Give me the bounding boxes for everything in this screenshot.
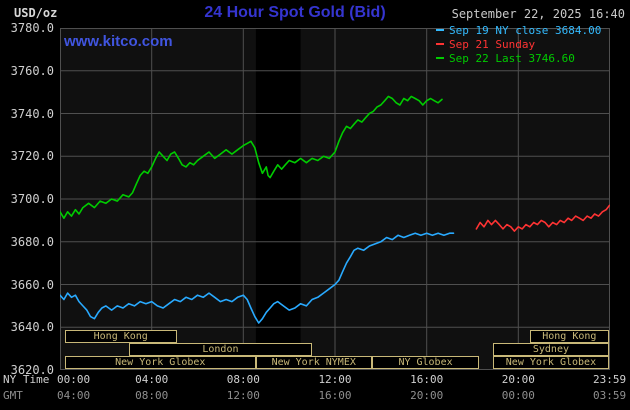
session-box: New York Globex (493, 356, 609, 369)
legend-dash-icon (436, 43, 444, 45)
gmt-tick-label: 00:00 (501, 389, 535, 402)
x-axis-ny-time: NY Time 00:00 04:00 08:00 12:00 16:00 20:00 23… (0, 373, 630, 387)
x-axis-gmt: GMT 04:00 08:00 12:00 16:00 20:00 00:00 03:59 (0, 389, 630, 403)
y-tick-label: 3720.0 (10, 149, 54, 164)
gmt-tick-label: 03:59 (592, 389, 627, 402)
session-box: New York NYMEX (255, 356, 372, 369)
session-box: London (128, 343, 313, 356)
legend-dash-icon (436, 29, 444, 31)
ny-tick-label: 23:59 (592, 373, 627, 386)
legend-item: Sep 21 Sunday (436, 37, 601, 51)
session-box: NY Globex (371, 356, 480, 369)
y-tick-label: 3680.0 (10, 234, 54, 249)
y-tick-label: 3740.0 (10, 106, 54, 121)
gmt-tick-label: 08:00 (135, 389, 169, 402)
y-tick-label: 3700.0 (10, 192, 54, 206)
plot-area: Hong Kong Hong Kong London Sydney New York G… (60, 28, 610, 370)
gmt-tick-label: 20:00 (410, 389, 444, 402)
y-tick-label: 3640.0 (10, 320, 54, 335)
session-box: Hong Kong (64, 330, 177, 343)
gmt-axis-label: GMT (3, 389, 23, 402)
gmt-tick-label: 16:00 (318, 389, 352, 402)
ny-tick-label: 16:00 (410, 373, 444, 386)
kitco-watermark-link[interactable]: www.kitco.com (64, 33, 173, 50)
session-box: Sydney (493, 343, 609, 356)
legend-label: Sep 21 Sunday (449, 37, 536, 51)
price-chart (60, 28, 610, 370)
legend: Sep 19 NY close 3684.00 Sep 21 Sunday Sep … (436, 23, 601, 65)
y-tick-label: 3760.0 (10, 63, 54, 78)
ny-tick-label: 20:00 (501, 373, 535, 386)
chart-title: 24 Hour Spot Gold (Bid) (204, 4, 386, 21)
legend-item: Sep 19 NY close 3684.00 (436, 23, 601, 37)
ny-tick-label: 12:00 (318, 373, 352, 386)
ny-tick-label: 08:00 (226, 373, 260, 386)
legend-dash-icon (436, 57, 444, 59)
y-tick-label: 3620.0 (10, 363, 54, 377)
unit-label: USD/oz (14, 6, 58, 20)
date-time-label: September 22, 2025 16:40 (451, 7, 625, 21)
gmt-tick-label: 04:00 (57, 389, 91, 402)
y-tick-label: 3660.0 (10, 277, 54, 292)
gmt-tick-label: 12:00 (226, 389, 260, 402)
session-box: Hong Kong (529, 330, 609, 343)
legend-label: Sep 22 Last 3746.60 (449, 51, 575, 65)
legend-item: Sep 22 Last 3746.60 (436, 51, 601, 65)
y-tick-label: 3780.0 (10, 21, 54, 35)
session-box: New York Globex (64, 356, 256, 369)
ny-tick-label: 00:00 (57, 373, 91, 386)
ny-time-axis-label: NY Time (3, 373, 50, 386)
ny-tick-label: 04:00 (135, 373, 169, 386)
legend-label: Sep 19 NY close 3684.00 (449, 23, 602, 37)
